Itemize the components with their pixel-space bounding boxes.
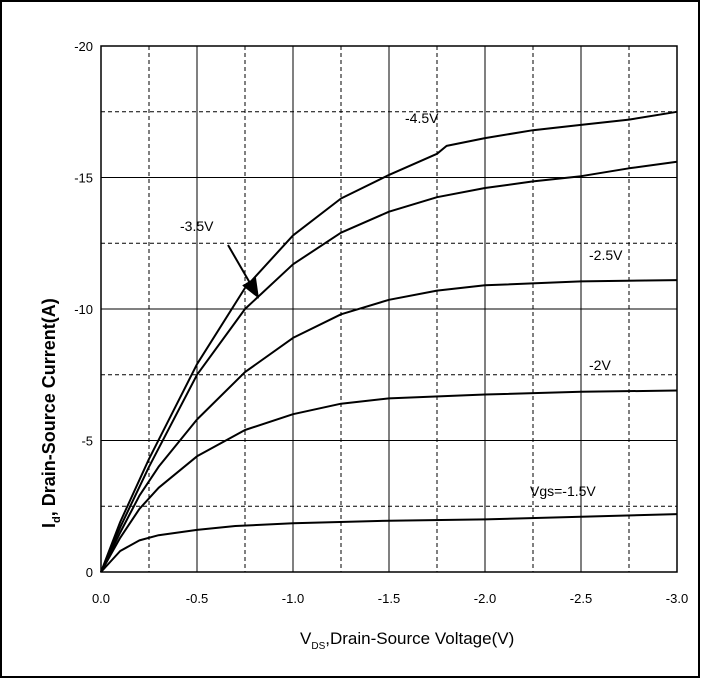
x-tick-label: 0.0 (92, 591, 110, 606)
series-line-2v (100, 389, 678, 573)
y-axis-label-rest: , Drain-Source Current(A) (39, 298, 59, 516)
y-tick-labels: 0 -5 -10 -15 -20 (74, 39, 93, 580)
x-tick-label: -1.0 (282, 591, 304, 606)
grid (101, 46, 677, 572)
x-axis-label-rest: ,Drain-Source Voltage(V) (325, 629, 514, 648)
x-axis-label-main: V (300, 629, 312, 648)
y-tick-label: -20 (74, 39, 93, 54)
y-axis-label: Id, Drain-Source Current(A) (39, 298, 63, 528)
annotation-2v: -2V (589, 357, 611, 373)
y-axis-label-main: I (39, 523, 59, 528)
plot-area-border (100, 45, 678, 573)
x-tick-labels: 0.0 -0.5 -1.0 -1.5 -2.0 -2.5 -3.0 (92, 591, 688, 606)
y-tick-label: 0 (86, 565, 93, 580)
series-line-3v (100, 160, 678, 573)
x-tick-label: -2.5 (570, 591, 592, 606)
series-line-3.5v (100, 110, 678, 573)
y-axis-label-sub: d (51, 516, 63, 523)
annotation-arrow (227, 244, 259, 299)
y-tick-label: -15 (74, 171, 93, 186)
x-axis-label-sub: DS (311, 641, 325, 652)
y-tick-label: -5 (81, 434, 93, 449)
series-group (100, 110, 678, 573)
annotation-3.5v: -3.5V (180, 218, 214, 234)
x-tick-label: -1.5 (378, 591, 400, 606)
y-tick-label: -10 (74, 302, 93, 317)
x-tick-label: -0.5 (186, 591, 208, 606)
x-axis-label: VDS,Drain-Source Voltage(V) (300, 629, 514, 652)
annotation-vgs-1.5v: Vgs=-1.5V (530, 483, 596, 499)
annotation-2.5v: -2.5V (589, 247, 623, 263)
x-tick-label: -2.0 (474, 591, 496, 606)
annotation-4.5v: -4.5V (405, 110, 439, 126)
x-tick-label: -3.0 (666, 591, 688, 606)
series-line-2.5v (100, 279, 678, 573)
series-line-vgs-1.5v (100, 513, 678, 573)
